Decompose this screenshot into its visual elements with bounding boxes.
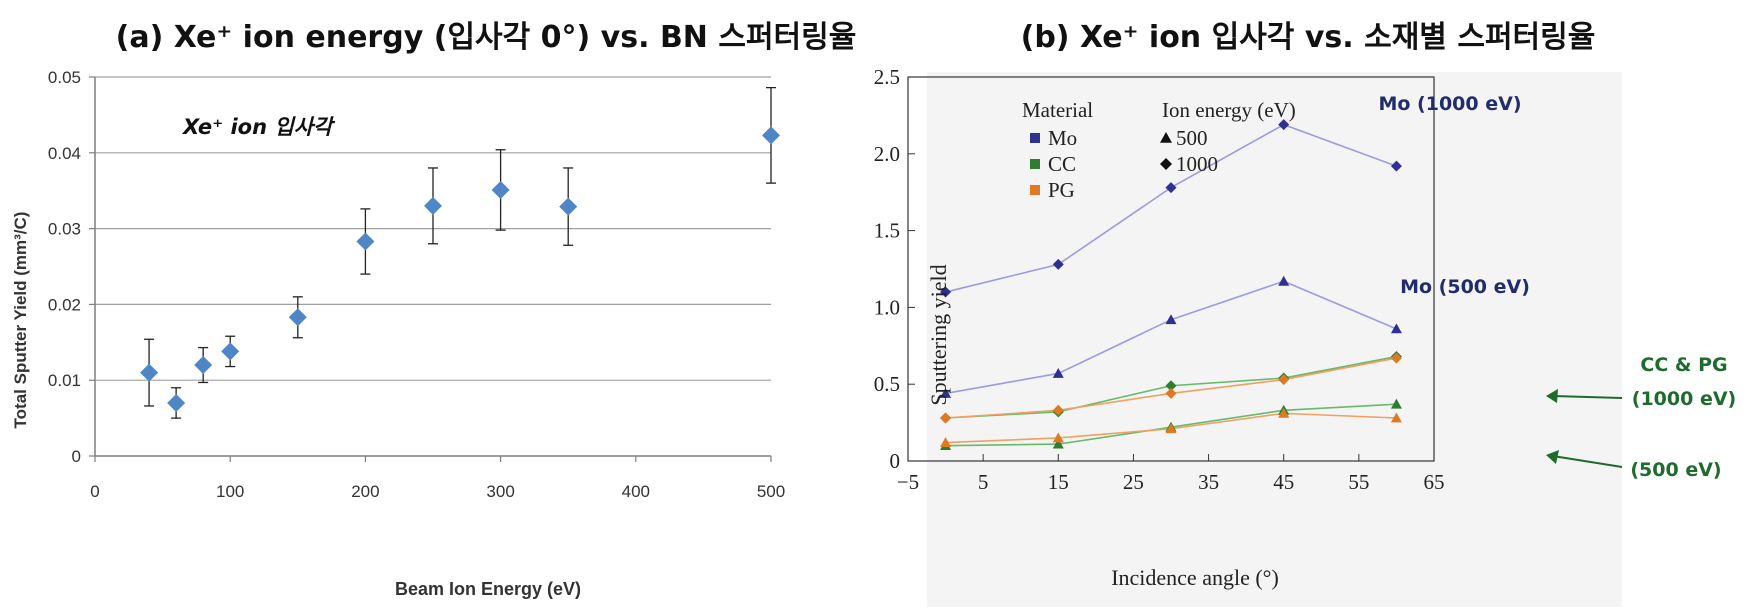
- chart-b-marker: [1165, 380, 1177, 392]
- chart-b-ytick-label: 0: [890, 449, 901, 473]
- chart-b-ticks: 0 0.5 1.0 1.5 2.0 2.5 −5 5 15 25 35 45 55 65: [874, 65, 1445, 494]
- chart-a-annotation: Xe⁺ ion 입사각: [181, 115, 336, 139]
- chart-b-ytick-label: 1.5: [874, 219, 900, 243]
- chart-b-marker: [1052, 438, 1064, 449]
- chart-a-xtick-label: 400: [622, 482, 650, 501]
- legend-marker: [1160, 158, 1172, 170]
- chart-a-ticks: 0 0.01 0.02 0.03 0.04 0.05 0 100 200 300 400 500: [48, 68, 785, 501]
- chart-b-marker: [1278, 275, 1290, 286]
- chart-b-ytick-label: 2.0: [874, 142, 900, 166]
- chart-b-marker: [1390, 412, 1402, 423]
- chart-b-ytick-label: 2.5: [874, 65, 900, 89]
- chart-b-ytick-label: 0.5: [874, 372, 900, 396]
- chart-b-marker: [1165, 423, 1177, 434]
- legend-material-label: CC: [1048, 152, 1076, 176]
- chart-b-xtick-label: −5: [897, 470, 919, 494]
- chart-b-ylabel: Sputtering yield: [926, 264, 951, 405]
- annotation-arrow-500ev: [1546, 450, 1623, 468]
- chart-a-data-point: [356, 232, 375, 251]
- chart-b-marker: [940, 412, 952, 424]
- chart-a: (a) Xe⁺ ion energy (입사각 0°) vs. BN 스퍼터링율…: [11, 20, 856, 599]
- chart-a-ylabel: Total Sputter Yield (mm³/C): [11, 212, 30, 429]
- chart-b-plot-frame: [907, 76, 1435, 462]
- chart-b: (b) Xe⁺ ion 입사각 vs. 소재별 스퍼터링율 0 0.5 1.0 1.5…: [874, 20, 1736, 607]
- legend-material-label: PG: [1048, 178, 1075, 202]
- chart-b-xtick-label: 35: [1198, 470, 1219, 494]
- chart-a-data-point: [194, 356, 213, 375]
- chart-a-ytick-label: 0.02: [48, 295, 81, 314]
- chart-b-marker: [1390, 398, 1402, 409]
- chart-a-xlabel: Beam Ion Energy (eV): [395, 579, 581, 599]
- chart-b-marker: [1165, 314, 1177, 325]
- chart-b-background: [927, 72, 1622, 607]
- chart-b-xtick-label: 25: [1123, 470, 1144, 494]
- annotation-mo-500: Mo (500 eV): [1400, 276, 1530, 298]
- chart-a-data-point: [221, 342, 240, 361]
- chart-b-marker: [940, 437, 952, 447]
- chart-a-xtick-label: 100: [216, 482, 244, 501]
- legend-energy-label: 1000: [1176, 152, 1218, 176]
- chart-a-data-point: [762, 126, 780, 145]
- chart-b-ytick-label: 1.0: [874, 295, 900, 319]
- legend-material-label: Mo: [1048, 126, 1077, 150]
- chart-b-marker: [1052, 367, 1064, 378]
- chart-a-data-point: [491, 180, 510, 199]
- chart-a-xtick-label: 0: [90, 482, 99, 501]
- chart-a-data-point: [424, 196, 442, 215]
- chart-a-points: [140, 126, 780, 412]
- legend-swatch: [1030, 185, 1040, 195]
- chart-b-marker: [1278, 119, 1290, 131]
- chart-a-ytick-label: 0.05: [48, 68, 81, 87]
- chart-a-xtick-label: 500: [757, 482, 785, 501]
- chart-b-marker: [1390, 160, 1402, 172]
- chart-b-marker: [1052, 258, 1064, 270]
- legend-swatch: [1030, 159, 1040, 169]
- chart-a-xtick-label: 300: [486, 482, 514, 501]
- chart-a-xtick-label: 200: [351, 482, 379, 501]
- chart-b-xlabel: Incidence angle (°): [1111, 565, 1279, 590]
- chart-b-marker: [1052, 404, 1064, 416]
- chart-b-xtick-label: 65: [1424, 470, 1445, 494]
- chart-b-marker: [940, 286, 952, 298]
- chart-b-xtick-label: 45: [1273, 470, 1294, 494]
- annotation-1000ev: (1000 eV): [1632, 388, 1736, 410]
- legend-energy-label: 500: [1176, 126, 1208, 150]
- chart-a-data-point: [140, 363, 159, 382]
- annotation-mo-1000: Mo (1000 eV): [1378, 93, 1521, 115]
- chart-b-marker: [1278, 374, 1290, 386]
- chart-a-ytick-label: 0.03: [48, 220, 81, 239]
- chart-a-ytick-label: 0: [72, 447, 81, 466]
- chart-b-title: (b) Xe⁺ ion 입사각 vs. 소재별 스퍼터링율: [1021, 20, 1596, 55]
- annotation-500ev: (500 eV): [1630, 459, 1721, 481]
- chart-b-marker: [1390, 352, 1402, 364]
- annotation-arrow-1000ev: [1546, 389, 1623, 403]
- chart-b-marker: [1278, 407, 1290, 418]
- legend-swatch: [1030, 133, 1040, 143]
- annotation-cc-pg: CC & PG: [1640, 354, 1727, 376]
- chart-b-marker: [1165, 182, 1177, 194]
- chart-a-data-point: [167, 393, 186, 412]
- chart-b-markers: [940, 119, 1402, 451]
- chart-b-xtick-label: 5: [978, 470, 989, 494]
- legend-marker: [1160, 132, 1172, 143]
- chart-b-marker: [1165, 387, 1177, 399]
- chart-b-marker: [940, 387, 952, 398]
- legend-energy-title: Ion energy (eV): [1162, 98, 1296, 122]
- chart-b-marker: [1390, 323, 1402, 334]
- chart-a-ytick-label: 0.04: [48, 144, 81, 163]
- chart-b-marker: [1052, 432, 1064, 443]
- chart-a-ytick-label: 0.01: [48, 371, 81, 390]
- chart-a-title: (a) Xe⁺ ion energy (입사각 0°) vs. BN 스퍼터링율: [116, 20, 857, 55]
- chart-b-xtick-label: 15: [1048, 470, 1069, 494]
- chart-b-xtick-label: 55: [1348, 470, 1369, 494]
- legend-material-title: Material: [1022, 98, 1093, 122]
- chart-a-data-point: [288, 308, 307, 327]
- chart-a-data-point: [559, 197, 578, 216]
